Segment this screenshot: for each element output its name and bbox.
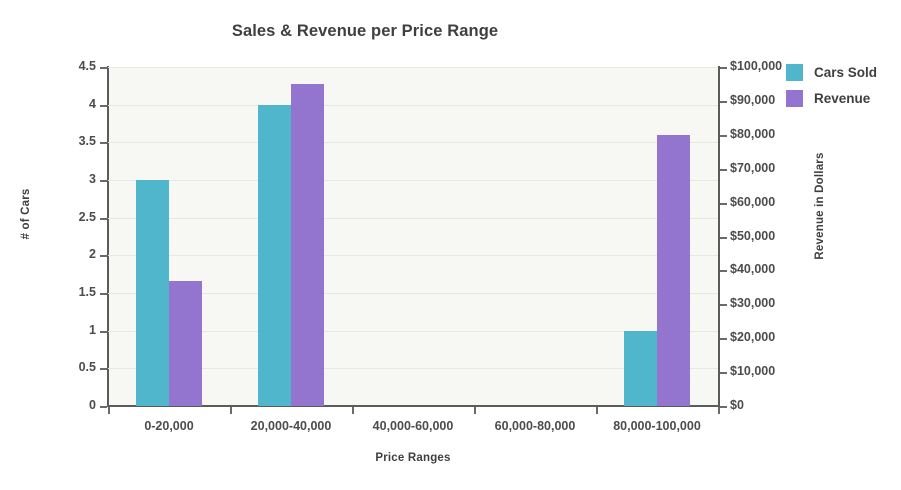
y-axis-right-tick (720, 135, 727, 137)
legend-item[interactable]: Revenue (786, 86, 877, 110)
gridline (108, 67, 718, 68)
y-axis-right-line (718, 66, 720, 407)
x-axis-tick (474, 407, 476, 414)
legend-swatch-icon (786, 63, 803, 81)
legend-item-label: Revenue (814, 90, 871, 106)
y-axis-right-tick-label: $90,000 (730, 93, 776, 107)
gridline (108, 368, 718, 369)
plot-area (108, 67, 718, 406)
x-axis-line (107, 405, 719, 407)
x-axis-tick (108, 407, 110, 414)
x-axis-tick-label: 80,000-100,000 (613, 419, 701, 433)
y-axis-right-tick-label: $30,000 (730, 296, 776, 310)
x-axis-tick-label: 0-20,000 (144, 419, 194, 433)
y-axis-left-tick-label: 4 (89, 97, 96, 111)
y-axis-right-tick (720, 270, 727, 272)
y-axis-left-tick (100, 142, 107, 144)
y-axis-left-tick-label: 1 (89, 323, 96, 337)
y-axis-left-title: # of Cars (20, 188, 32, 240)
chart-title: Sales & Revenue per Price Range (231, 22, 499, 40)
y-axis-left-tick (100, 293, 107, 295)
y-axis-right-tick (720, 304, 727, 306)
y-axis-left-tick-label: 2 (89, 247, 96, 261)
y-axis-left-tick (100, 218, 107, 220)
chart-legend: Cars Sold Revenue (786, 60, 877, 112)
bar-cars-sold (136, 180, 169, 406)
y-axis-right-tick-label: $60,000 (730, 195, 776, 209)
y-axis-left-tick-label: 0 (89, 398, 96, 412)
y-axis-left-tick-label: 3.5 (78, 134, 96, 148)
legend-item-label: Cars Sold (814, 64, 878, 80)
bar-revenue (291, 84, 324, 406)
y-axis-right-tick-label: $10,000 (730, 364, 776, 378)
x-axis-tick-label: 40,000-60,000 (372, 419, 454, 433)
y-axis-right-tick (720, 237, 727, 239)
legend-item[interactable]: Cars Sold (786, 60, 877, 84)
y-axis-left-line (107, 66, 109, 407)
y-axis-left-tick (100, 255, 107, 257)
y-axis-left-tick (100, 331, 107, 333)
gridline (108, 293, 718, 294)
y-axis-right-tick-label: $40,000 (730, 262, 776, 276)
bar-revenue (657, 135, 690, 406)
y-axis-right-tick-label: $100,000 (730, 59, 783, 73)
y-axis-right-tick (720, 406, 727, 408)
y-axis-right-tick-label: $20,000 (730, 330, 776, 344)
y-axis-right-tick (720, 372, 727, 374)
y-axis-right-tick (720, 338, 727, 340)
y-axis-right-tick-label: $50,000 (730, 229, 776, 243)
y-axis-right-tick-label: $70,000 (730, 161, 776, 175)
y-axis-right-tick-label: $80,000 (730, 127, 776, 141)
x-axis-tick-label: 60,000-80,000 (494, 419, 576, 433)
gridline (108, 180, 718, 181)
y-axis-left-tick (100, 406, 107, 408)
y-axis-right-tick (720, 203, 727, 205)
y-axis-left-tick (100, 180, 107, 182)
x-axis-tick (352, 407, 354, 414)
y-axis-right-tick-label: $0 (730, 398, 744, 412)
y-axis-right-title: Revenue in Dollars (814, 152, 826, 260)
bar-revenue (169, 281, 202, 406)
x-axis-tick (230, 407, 232, 414)
y-axis-left-tick-label: 0.5 (78, 360, 96, 374)
x-axis-title: Price Ranges (375, 452, 451, 464)
gridline (108, 218, 718, 219)
x-axis-tick (718, 407, 720, 414)
x-axis-tick-label: 20,000-40,000 (250, 419, 332, 433)
y-axis-left-tick (100, 368, 107, 370)
x-axis-tick (596, 407, 598, 414)
y-axis-right-tick (720, 169, 727, 171)
y-axis-left-tick-label: 2.5 (78, 210, 96, 224)
legend-swatch-icon (786, 89, 803, 107)
y-axis-left-tick-label: 1.5 (78, 285, 96, 299)
y-axis-left-tick (100, 67, 107, 69)
y-axis-left-tick (100, 105, 107, 107)
y-axis-left-tick-label: 3 (89, 172, 96, 186)
bar-cars-sold (624, 331, 657, 406)
bar-cars-sold (258, 105, 291, 406)
gridline (108, 105, 718, 106)
y-axis-right-tick (720, 101, 727, 103)
gridline (108, 255, 718, 256)
gridline (108, 331, 718, 332)
y-axis-right-tick (720, 67, 727, 69)
gridline (108, 142, 718, 143)
y-axis-left-tick-label: 4.5 (78, 59, 96, 73)
